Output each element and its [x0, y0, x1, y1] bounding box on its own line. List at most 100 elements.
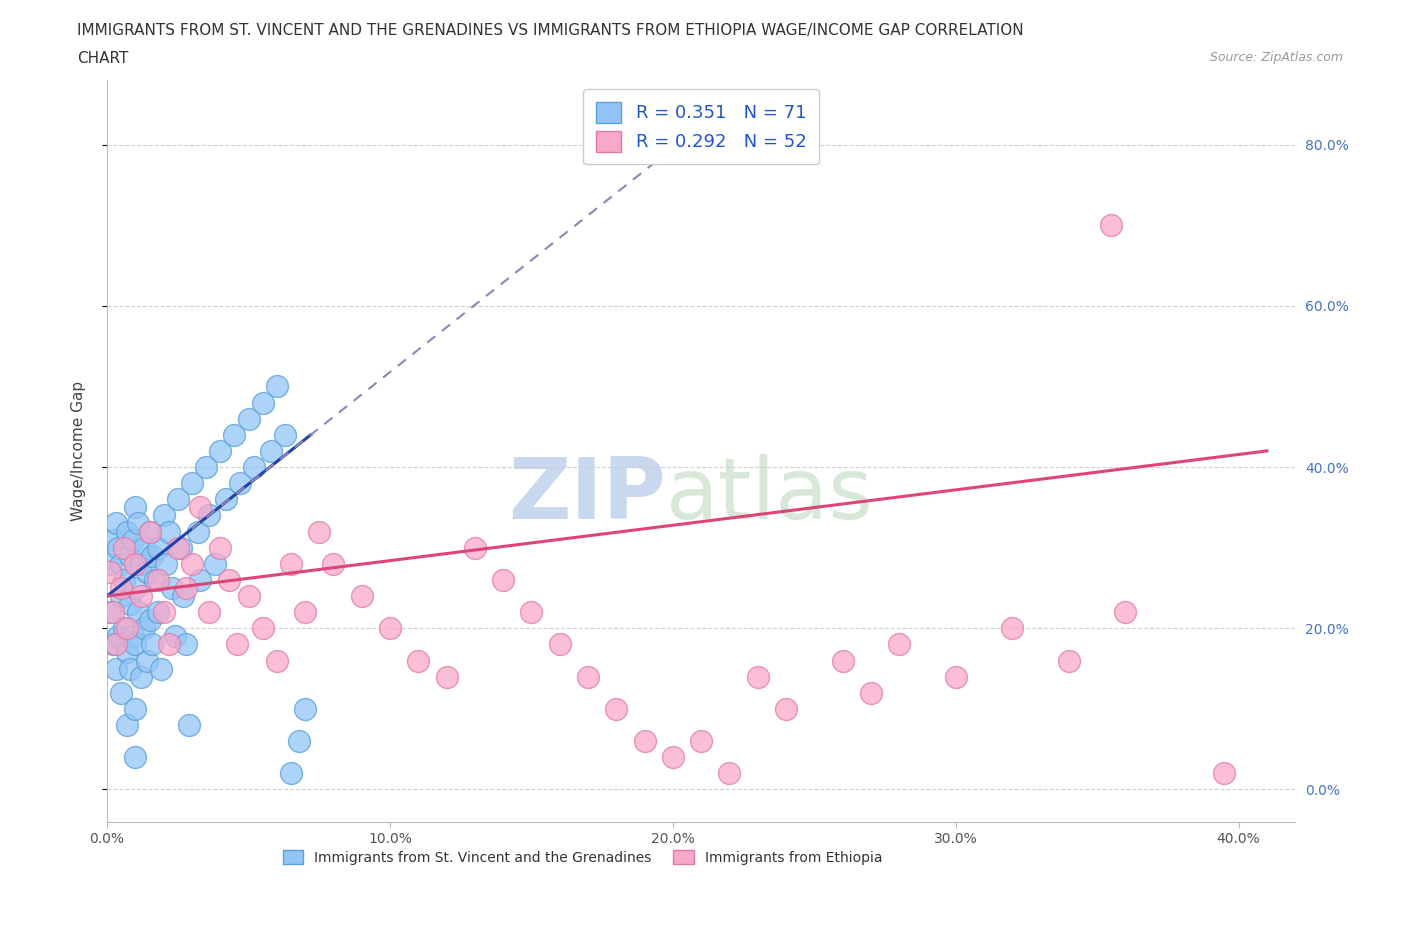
Point [163, 629, 186, 644]
Point [378, 621, 401, 636]
Point [747, 670, 769, 684]
Point [166, 492, 188, 507]
Point [280, 766, 302, 781]
Point [252, 621, 274, 636]
Point [945, 670, 967, 684]
Point [492, 573, 515, 588]
Point [124, 637, 146, 652]
Point [280, 556, 302, 571]
Point [110, 556, 132, 571]
Point [243, 459, 266, 474]
Point [124, 750, 146, 764]
Point [149, 661, 172, 676]
Point [204, 556, 226, 571]
Point [141, 637, 163, 652]
Point [1114, 604, 1136, 619]
Point [146, 540, 169, 555]
Point [1099, 218, 1122, 232]
Point [181, 476, 204, 491]
Point [110, 580, 132, 595]
Point [662, 750, 685, 764]
Point [190, 500, 212, 515]
Point [633, 734, 655, 749]
Point [132, 540, 155, 555]
Point [229, 476, 252, 491]
Point [138, 525, 160, 539]
Point [520, 604, 543, 619]
Point [576, 670, 599, 684]
Point [238, 589, 260, 604]
Point [215, 492, 238, 507]
Point [124, 580, 146, 595]
Point [226, 637, 249, 652]
Point [124, 556, 146, 571]
Point [294, 604, 316, 619]
Text: atlas: atlas [665, 454, 873, 537]
Point [135, 565, 157, 579]
Text: Source: ZipAtlas.com: Source: ZipAtlas.com [1209, 51, 1343, 64]
Point [198, 604, 221, 619]
Legend: Immigrants from St. Vincent and the Grenadines, Immigrants from Ethiopia: Immigrants from St. Vincent and the Gren… [277, 844, 887, 870]
Point [252, 395, 274, 410]
Point [209, 444, 232, 458]
Point [406, 653, 429, 668]
Point [152, 604, 174, 619]
Point [127, 516, 149, 531]
Point [181, 556, 204, 571]
Point [169, 540, 191, 555]
Point [160, 580, 183, 595]
Point [124, 500, 146, 515]
Point [118, 549, 141, 564]
Point [266, 653, 288, 668]
Point [1001, 621, 1024, 636]
Point [436, 670, 458, 684]
Point [118, 597, 141, 612]
Point [831, 653, 853, 668]
Point [266, 379, 288, 394]
Point [179, 718, 201, 733]
Point [101, 637, 124, 652]
Point [1213, 766, 1236, 781]
Point [146, 573, 169, 588]
Point [889, 637, 911, 652]
Point [110, 589, 132, 604]
Point [157, 637, 180, 652]
Point [143, 573, 166, 588]
Point [190, 573, 212, 588]
Point [157, 525, 180, 539]
Point [121, 532, 143, 547]
Point [110, 685, 132, 700]
Point [138, 525, 160, 539]
Point [218, 573, 240, 588]
Point [155, 556, 177, 571]
Point [129, 556, 152, 571]
Point [690, 734, 713, 749]
Point [104, 637, 127, 652]
Point [464, 540, 486, 555]
Point [718, 766, 741, 781]
Point [127, 604, 149, 619]
Point [121, 629, 143, 644]
Point [308, 525, 330, 539]
Point [98, 556, 121, 571]
Point [146, 604, 169, 619]
Point [104, 516, 127, 531]
Point [322, 556, 344, 571]
Point [129, 670, 152, 684]
Point [198, 508, 221, 523]
Point [101, 532, 124, 547]
Point [98, 604, 121, 619]
Point [775, 701, 797, 716]
Point [294, 701, 316, 716]
Point [132, 621, 155, 636]
Point [115, 621, 138, 636]
Point [112, 621, 135, 636]
Point [224, 428, 246, 443]
Point [859, 685, 882, 700]
Point [107, 629, 129, 644]
Point [107, 540, 129, 555]
Point [605, 701, 627, 716]
Point [172, 589, 194, 604]
Text: ZIP: ZIP [508, 454, 665, 537]
Point [209, 540, 232, 555]
